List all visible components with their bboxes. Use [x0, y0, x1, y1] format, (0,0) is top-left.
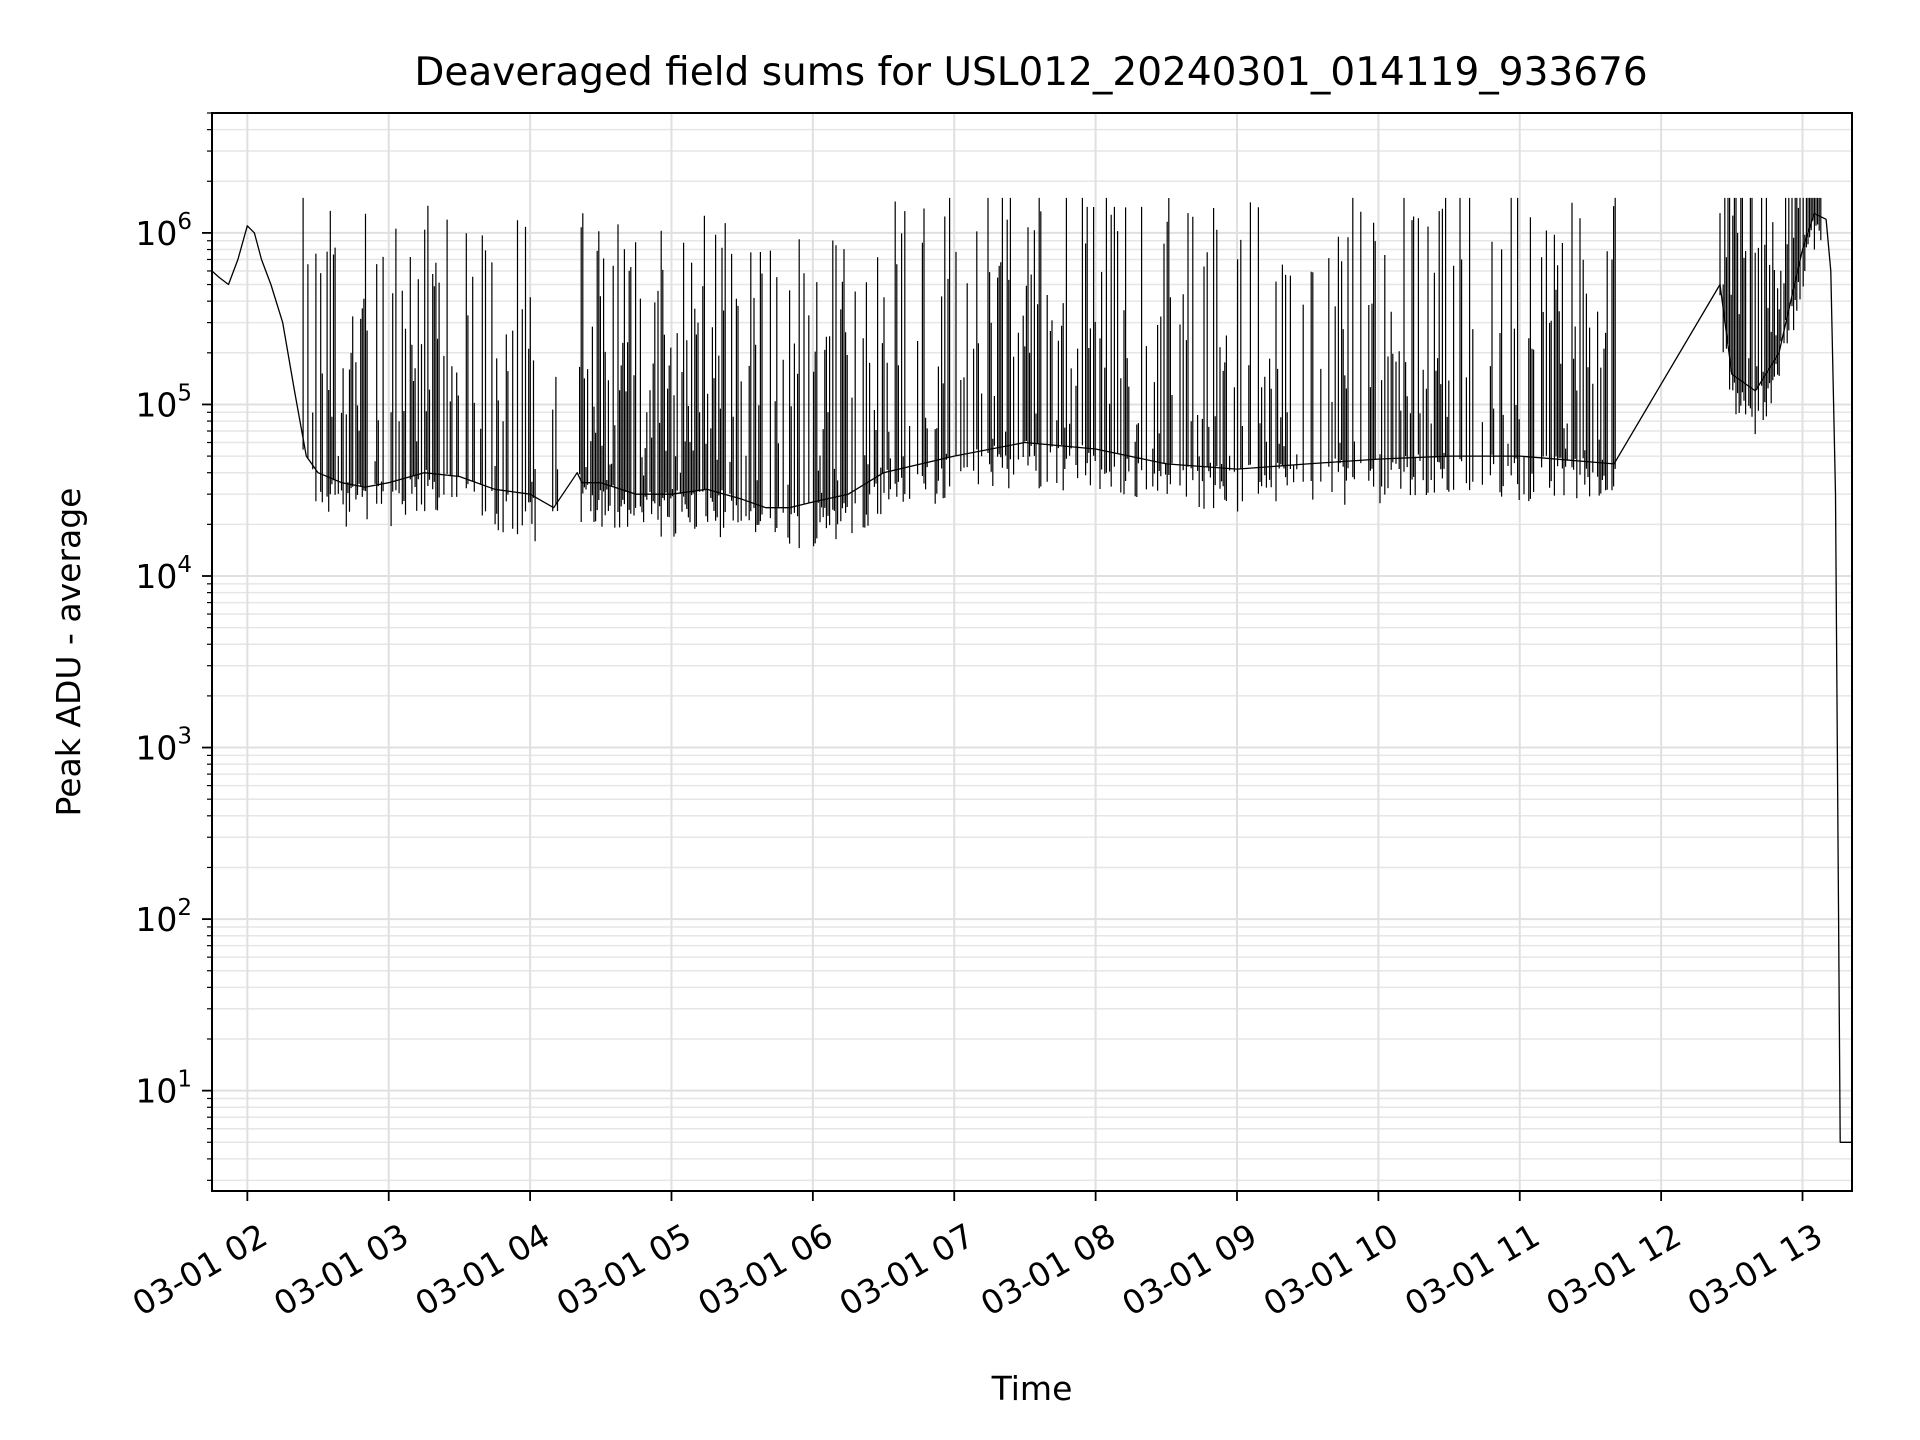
plot-frame [211, 112, 1853, 1192]
y-tick-label: 101 [135, 1067, 192, 1111]
grid-lines [212, 112, 1852, 1191]
series-spikes [302, 197, 1822, 549]
y-tick-label: 103 [135, 724, 192, 768]
y-tick-label: 105 [135, 380, 192, 424]
y-axis-label: Peak ADU - average [49, 488, 88, 817]
y-tick-label: 106 [135, 209, 192, 253]
series-group [211, 197, 1852, 1143]
chart-title: Deaveraged field sums for USL012_2024030… [414, 50, 1647, 95]
y-axis-ticks: 101 102 103 104 105 106 [135, 112, 212, 1181]
y-tick-label: 104 [135, 552, 192, 596]
y-tick-label: 102 [135, 895, 192, 939]
x-axis-label: Time [991, 1369, 1073, 1408]
